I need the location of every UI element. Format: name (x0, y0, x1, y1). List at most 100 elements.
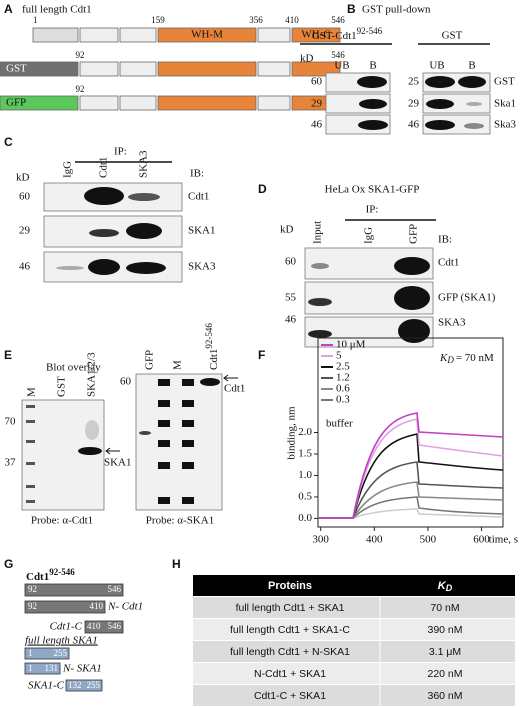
shape (318, 508, 504, 519)
shape (0, 61, 79, 77)
legend-label: 1.2 (336, 372, 350, 384)
table-row (193, 597, 515, 618)
shape (0, 95, 79, 111)
shape (318, 433, 504, 519)
position: 1 (28, 648, 33, 658)
shape (88, 259, 120, 275)
position: 410 (87, 621, 101, 631)
marker: 60 (19, 191, 31, 203)
shape (158, 400, 170, 407)
title-sup: 92-546 (49, 567, 75, 577)
x-tick-label: 600 (473, 534, 490, 546)
shape (24, 647, 70, 660)
shape (257, 95, 291, 111)
panel-title: Blot overlay (46, 362, 101, 374)
panel-a: A full length Cdt1 1 159 356 410 546 WH-… (0, 2, 345, 111)
domain: WH-C (301, 29, 330, 41)
kd-sub: D (446, 583, 453, 593)
position: 546 (108, 621, 122, 631)
panel-letter: B (347, 2, 356, 16)
kd-annotation: KD = 70 nM (439, 352, 494, 366)
table-row (193, 641, 515, 662)
band-label: GFP (SKA1) (438, 292, 496, 304)
panel-title: Cdt192-546 (26, 567, 75, 582)
shape (21, 399, 105, 511)
shape (128, 193, 160, 201)
construct-label: Cdt1-C (50, 621, 83, 633)
shape (79, 61, 119, 77)
panel-b: B GST pull-down GST-Cdt192-546 GST kD UB… (300, 2, 517, 135)
position: 255 (54, 648, 68, 658)
shape (135, 373, 223, 511)
ib-label: IB: (438, 234, 452, 246)
shape (158, 497, 170, 504)
shape (119, 27, 157, 43)
shape (425, 76, 455, 88)
shape (26, 405, 35, 408)
table-cell: N-Cdt1 + SKA1 (254, 668, 326, 680)
lane: IgG (62, 161, 74, 178)
panel-e: E Blot overlay M GST SKA1/2/3 70 37 SKA1… (4, 323, 245, 527)
header: GST (442, 30, 463, 42)
shape (466, 102, 482, 106)
position: 1 (33, 15, 38, 25)
shape (182, 420, 194, 427)
shape (257, 27, 291, 43)
position: 132 (68, 680, 82, 690)
shape (26, 485, 35, 488)
shape (311, 263, 329, 269)
shape (119, 95, 157, 111)
marker: 60 (120, 376, 132, 388)
shape (157, 95, 257, 111)
shape (26, 462, 35, 465)
y-tick-label: 2.0 (298, 426, 312, 438)
ib-label: IB: (190, 168, 204, 180)
shape (157, 27, 257, 43)
group (26, 405, 35, 503)
table-row (193, 685, 515, 706)
marker: 46 (19, 261, 31, 273)
tag: GST (6, 63, 27, 75)
shape (79, 27, 119, 43)
shape (182, 440, 194, 447)
panel-g: G Cdt192-546 92 546 92 410 410 546 1 255… (4, 557, 143, 691)
shape (26, 440, 35, 443)
kd-value: = 70 nM (456, 352, 494, 364)
band-label: Cdt1 (438, 257, 459, 269)
marker: 46 (285, 314, 297, 326)
y-tick-label: 0.0 (298, 512, 312, 524)
band-label: SKA3 (188, 261, 216, 273)
shape (358, 120, 388, 130)
panel-h: H Proteins KD full length Cdt1 + SKA1 70 … (172, 557, 515, 707)
panel-letter: C (4, 135, 13, 149)
position: 255 (87, 680, 101, 690)
header-cell: Proteins (268, 580, 312, 592)
kd-sub: D (446, 355, 454, 365)
marker: 60 (285, 256, 297, 268)
lane: GFP (408, 224, 420, 244)
shape (126, 223, 162, 239)
shape (24, 662, 61, 675)
y-tick-label: 1.0 (298, 469, 312, 481)
band-label: Ska1 (494, 98, 516, 110)
shape (426, 99, 454, 109)
position: 159 (151, 15, 165, 25)
title-text: Cdt1 (26, 571, 49, 583)
shape (79, 95, 119, 111)
band-label: Cdt1 (188, 191, 209, 203)
legend-label: 2.5 (336, 361, 350, 373)
y-tick-label: 0.5 (298, 490, 312, 502)
x-axis-label: time, s (489, 534, 518, 546)
lane: Input (312, 221, 324, 244)
shape (308, 330, 332, 338)
lane: SKA3 (138, 150, 150, 178)
marker: 70 (5, 416, 17, 428)
shape (56, 266, 84, 270)
panel-letter: H (172, 557, 181, 571)
lane: B (468, 60, 475, 72)
table-cell: 360 nM (427, 690, 462, 702)
band-label: SKA3 (438, 317, 466, 329)
position: 356 (249, 15, 263, 25)
arrow-label: SKA1 (104, 457, 132, 469)
marker: 25 (408, 76, 420, 88)
